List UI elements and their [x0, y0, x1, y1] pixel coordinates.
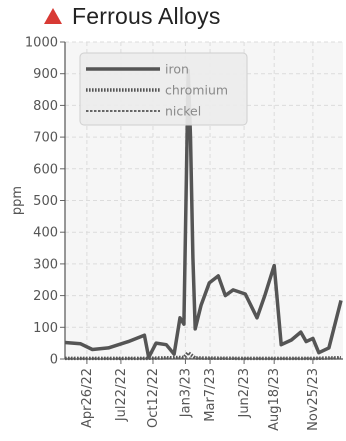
chart-title: Ferrous Alloys [72, 2, 221, 29]
x-tick-label: Jan3/23 [178, 368, 193, 418]
y-tick-label: 300 [33, 257, 58, 272]
y-tick-label: 900 [33, 67, 58, 82]
y-tick-label: 0 [50, 353, 58, 368]
x-tick-label: Jun2/23 [237, 368, 252, 419]
legend: iron chromium nickel [79, 52, 248, 126]
y-tick-label: 600 [33, 162, 58, 177]
series-line-iron [64, 68, 343, 360]
x-tick-label: Nov25/23 [306, 368, 321, 431]
y-tick-label: 700 [33, 131, 58, 146]
chart-header: Ferrous Alloys [44, 2, 221, 30]
x-tick-label: Oct12/22 [146, 368, 161, 428]
x-tick-label: Apr26/22 [80, 368, 95, 428]
legend-label-nickel: nickel [165, 104, 201, 119]
legend-label-iron: iron [165, 62, 189, 77]
x-tick-label: Jul22/22 [114, 368, 129, 422]
y-tick-label: 1000 [25, 36, 58, 51]
legend-label-chromium: chromium [165, 83, 228, 98]
y-tick-label: 100 [33, 321, 58, 336]
x-tick-label: Mar7/23 [203, 368, 218, 422]
x-tick-label: Aug18/23 [267, 368, 282, 431]
y-tick-label: 800 [33, 99, 58, 114]
y-axis-label: ppm [10, 186, 25, 215]
warning-triangle-icon [44, 8, 62, 24]
y-tick-label: 500 [33, 194, 58, 209]
y-tick-label: 200 [33, 289, 58, 304]
y-tick-label: 400 [33, 226, 58, 241]
series-line-chromium [65, 350, 342, 361]
legend-box [79, 52, 248, 126]
